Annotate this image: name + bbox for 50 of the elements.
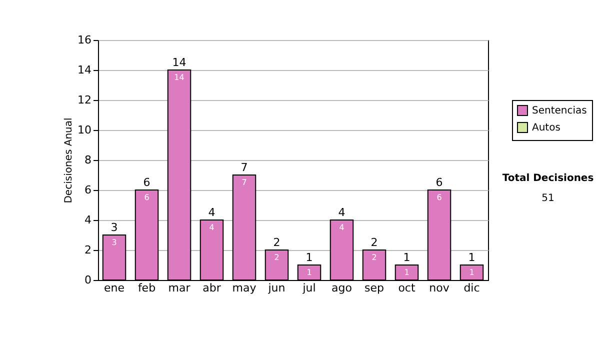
x-tick-label: nov (429, 282, 450, 294)
x-tick-label: feb (138, 282, 156, 294)
x-tick-label: jun (267, 282, 286, 294)
total-label: 2 (273, 236, 280, 249)
y-tick-label: 8 (84, 154, 92, 166)
text: 51 (542, 193, 554, 204)
data-label: 6 (144, 193, 150, 202)
x-tick-label: ene (104, 282, 125, 294)
total-label: 4 (338, 206, 346, 219)
y-tick-label: 0 (84, 274, 92, 286)
y-tick-label: 12 (78, 94, 92, 106)
data-label: 1 (306, 268, 312, 277)
total-label: 14 (172, 56, 186, 69)
x-tick-label: sep (364, 282, 384, 294)
total-label: 4 (208, 206, 216, 219)
total-label: 7 (240, 161, 248, 174)
total-label: 3 (110, 221, 118, 234)
data-label: 4 (339, 223, 344, 232)
legend-label: Sentencias (532, 106, 587, 116)
data-label: 4 (209, 223, 214, 232)
x-tick-label: abr (202, 282, 222, 294)
y-tick-label: 6 (84, 184, 92, 196)
total-label: 1 (468, 251, 476, 264)
legend-label: Autos (532, 122, 560, 134)
data-label: 2 (372, 253, 377, 262)
data-label: 1 (469, 268, 474, 277)
total-label: 1 (403, 251, 410, 264)
y-axis-title: Decisiones Anual (64, 118, 75, 204)
data-label: 6 (436, 193, 442, 202)
x-tick-label: jul (302, 282, 316, 294)
data-label: 1 (404, 268, 410, 277)
total-label: 1 (306, 251, 313, 264)
y-tick-label: 4 (84, 214, 92, 226)
data-label: 7 (242, 178, 247, 187)
total-label: 6 (143, 176, 150, 189)
y-tick-label: 16 (78, 34, 92, 46)
data-label: 14 (174, 73, 184, 82)
data-label: 2 (274, 253, 280, 262)
y-tick-label: 2 (84, 244, 92, 256)
x-tick-label: dic (464, 282, 480, 294)
x-tick-label: may (232, 282, 257, 294)
y-tick-label: 14 (78, 64, 92, 76)
total-label: 6 (436, 176, 443, 189)
x-tick-label: oct (398, 282, 416, 294)
total-label: 2 (370, 236, 378, 249)
data-label: 3 (112, 238, 117, 247)
x-tick-label: ago (332, 282, 352, 294)
x-tick-label: mar (168, 282, 191, 294)
text: Total Decisiones (502, 173, 594, 184)
y-tick-label: 10 (78, 124, 92, 136)
